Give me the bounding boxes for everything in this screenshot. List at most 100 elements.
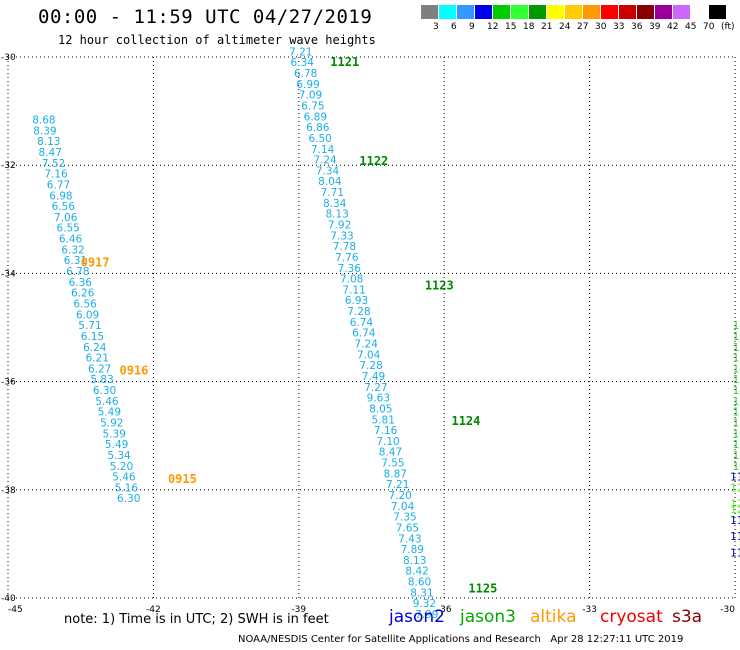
wave-height-value: 8.13 bbox=[37, 136, 60, 148]
wave-height-value: 7.09 bbox=[299, 90, 322, 102]
color-scale-label: 15 bbox=[505, 22, 517, 32]
wave-height-value: 6.21 bbox=[86, 353, 109, 365]
wave-height-value: 7.52 bbox=[42, 158, 65, 170]
longitude-tick-label: -36 bbox=[437, 605, 452, 615]
wave-height-value: 12.01 bbox=[730, 499, 740, 511]
wave-height-value: 12.9 bbox=[733, 439, 740, 451]
wave-height-value: 13 bbox=[733, 374, 740, 386]
wave-height-value: 14 bbox=[733, 385, 740, 397]
axis-tick-labels: -45 -42 -39 -36 -33 -30 -30 -32 -34 -36 -38 -40 bbox=[1, 53, 735, 615]
color-scale-swatch bbox=[655, 5, 672, 19]
wave-height-value: 5.20 bbox=[110, 461, 133, 473]
wave-height-value: 6.77 bbox=[47, 179, 70, 191]
wave-height-value: 7.16 bbox=[374, 425, 398, 437]
latitude-tick-label: -36 bbox=[1, 378, 16, 388]
color-scale-label: 24 bbox=[559, 22, 571, 32]
color-scale-label: 30 bbox=[595, 22, 607, 32]
wave-height-value: 8.31 bbox=[410, 587, 433, 599]
wave-height-value: 7.78 bbox=[333, 241, 356, 253]
color-scale-swatch bbox=[439, 5, 456, 19]
pass-time-label: 1123 bbox=[425, 279, 454, 293]
pass-time-label: 1124 bbox=[451, 414, 480, 428]
wave-height-value: 7.89 bbox=[401, 544, 424, 556]
wave-height-value: 8.13 bbox=[325, 209, 348, 221]
longitude-tick-label: -30 bbox=[720, 605, 735, 615]
wave-height-value: 6.30 bbox=[93, 385, 116, 397]
latitude-tick-label: -34 bbox=[1, 269, 16, 279]
wave-height-value: 6.89 bbox=[304, 111, 327, 123]
wave-height-value: 12.87 bbox=[730, 504, 740, 516]
wave-height-value: 6.30 bbox=[117, 493, 140, 505]
wave-height-value: 8.05 bbox=[369, 403, 392, 415]
wave-height-value: 5.49 bbox=[98, 407, 121, 419]
wave-height-value: 5.46 bbox=[95, 396, 119, 408]
wave-height-value: 11.70 bbox=[730, 531, 740, 543]
wave-height-value: 7.21 bbox=[289, 46, 312, 58]
wave-height-value: 8.87 bbox=[384, 468, 407, 480]
wave-height-value: 7.20 bbox=[388, 490, 411, 502]
track-jason3: 12.71 12.0112.87 bbox=[730, 482, 740, 516]
wave-height-value: 5.49 bbox=[105, 439, 128, 451]
wave-height-value: 6.75 bbox=[301, 100, 324, 112]
wave-height-value: 11.35 bbox=[730, 515, 740, 527]
color-scale-swatch bbox=[565, 5, 582, 19]
wave-height-value: 11.99 bbox=[730, 547, 740, 559]
wave-height-value: 8.04 bbox=[318, 176, 342, 188]
wave-height-value: 7.76 bbox=[335, 252, 359, 264]
wave-height-value: 7.28 bbox=[347, 306, 370, 318]
wave-height-value: 6.78 bbox=[66, 266, 89, 278]
wave-height-value: 8.39 bbox=[33, 125, 56, 137]
wave-height-value: 7.92 bbox=[328, 219, 351, 231]
wave-height-value: 7.99 bbox=[415, 609, 438, 621]
track-jason3: 7.216.346.786.997.096.756.896.866.507.14… bbox=[289, 46, 497, 621]
wave-height-value: 6.56 bbox=[52, 201, 76, 213]
wave-height-value: 7.43 bbox=[398, 533, 421, 545]
color-scale-swatch bbox=[637, 5, 654, 19]
wave-height-value: 6.98 bbox=[49, 190, 72, 202]
latitude-tick-label: -40 bbox=[1, 594, 16, 604]
longitude-tick-label: -33 bbox=[582, 605, 597, 615]
latitude-tick-label: -30 bbox=[1, 53, 16, 63]
color-scale-swatch bbox=[493, 5, 510, 19]
satellite-legend-cryosat: cryosat bbox=[600, 607, 663, 627]
wave-height-value: 5.39 bbox=[103, 428, 126, 440]
color-scale-label: 33 bbox=[613, 22, 625, 32]
wave-height-value: 6.50 bbox=[308, 133, 331, 145]
units-note: note: 1) Time is in UTC; 2) SWH is in fe… bbox=[64, 612, 329, 627]
wave-height-value: 12.9 bbox=[733, 407, 740, 419]
wave-height-value: 14 bbox=[733, 363, 740, 375]
wave-height-value: 5.34 bbox=[107, 450, 131, 462]
pass-time-label: 0917 bbox=[81, 255, 110, 269]
track-jason3: 141312131413141212.913.912.912.913.412.4 bbox=[733, 320, 740, 473]
track-altika: 8.688.398.138.477.527.166.776.986.567.06… bbox=[32, 115, 197, 506]
color-scale-swatch bbox=[475, 5, 492, 19]
wave-height-value: 14 bbox=[733, 320, 740, 332]
wave-height-value: 8.68 bbox=[32, 115, 55, 127]
longitude-tick-label: -39 bbox=[291, 605, 306, 615]
pass-time-label: 1125 bbox=[468, 582, 497, 596]
wave-height-value: 7.71 bbox=[321, 187, 344, 199]
wave-height-value: 6.74 bbox=[352, 328, 376, 340]
wave-height-value: 6.15 bbox=[81, 331, 104, 343]
wave-height-value: 7.11 bbox=[342, 284, 365, 296]
color-scale-swatch bbox=[619, 5, 636, 19]
wave-height-value: 7.14 bbox=[311, 144, 335, 156]
wave-height-value: 7.06 bbox=[54, 212, 78, 224]
color-scale-label: 70 bbox=[703, 22, 715, 32]
wave-height-value: 7.24 bbox=[355, 339, 379, 351]
color-scale-label: (ft) bbox=[721, 22, 735, 32]
wave-height-value: 7.27 bbox=[364, 382, 387, 394]
color-scale-label: 27 bbox=[577, 22, 589, 32]
wave-height-value: 7.04 bbox=[391, 501, 415, 513]
wave-height-value: 8.60 bbox=[408, 577, 431, 589]
color-scale-label: 6 bbox=[451, 22, 457, 32]
color-scale-swatch bbox=[511, 5, 528, 19]
wave-height-value: 6.36 bbox=[69, 277, 93, 289]
altimeter-tracks: 8.688.398.138.477.527.166.776.986.567.06… bbox=[32, 46, 740, 621]
wave-height-value: 7.33 bbox=[330, 230, 353, 242]
wave-height-value: 6.93 bbox=[345, 295, 368, 307]
credit-line: NOAA/NESDIS Center for Satellite Applica… bbox=[238, 634, 684, 645]
color-scale-swatch bbox=[547, 5, 564, 19]
wave-height-value: 7.36 bbox=[338, 263, 362, 275]
